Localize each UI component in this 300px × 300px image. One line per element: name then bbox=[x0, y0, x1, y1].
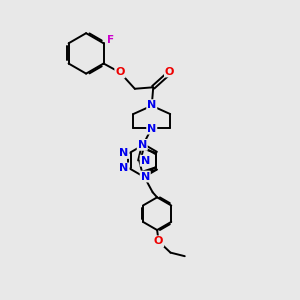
Text: O: O bbox=[154, 236, 163, 246]
Text: O: O bbox=[165, 67, 174, 76]
Text: O: O bbox=[115, 68, 124, 77]
Text: N: N bbox=[119, 148, 129, 158]
Text: N: N bbox=[119, 164, 129, 173]
Text: N: N bbox=[141, 156, 150, 166]
Text: N: N bbox=[138, 140, 147, 150]
Text: F: F bbox=[106, 35, 114, 45]
Text: N: N bbox=[147, 100, 156, 110]
Text: N: N bbox=[147, 124, 156, 134]
Text: N: N bbox=[141, 172, 150, 182]
